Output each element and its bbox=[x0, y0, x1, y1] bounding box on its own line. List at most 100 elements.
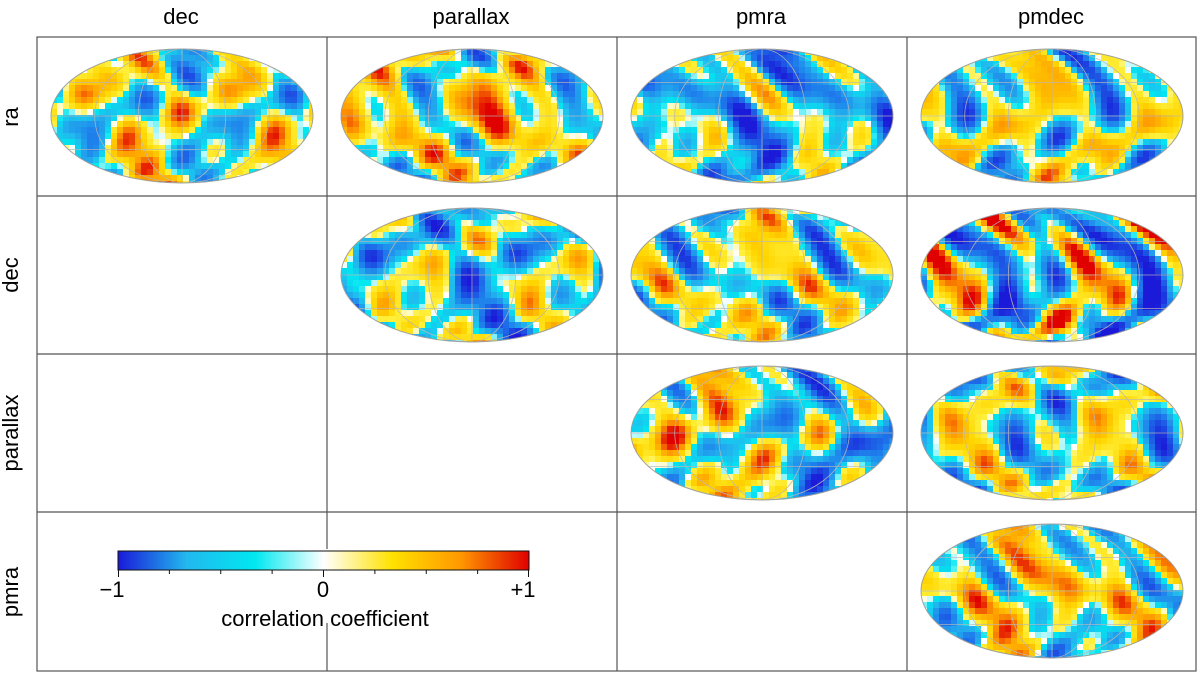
sky-map-pixel bbox=[201, 163, 208, 170]
sky-map-pixel bbox=[557, 316, 564, 323]
sky-map-pixel bbox=[437, 328, 444, 335]
sky-map-pixel bbox=[829, 109, 836, 116]
sky-map-pixel bbox=[661, 103, 668, 110]
sky-map-pixel bbox=[431, 61, 438, 68]
sky-map-pixel bbox=[563, 157, 570, 164]
sky-map-pixel bbox=[799, 55, 806, 62]
sky-map-pixel bbox=[1023, 145, 1030, 152]
sky-map-pixel bbox=[999, 121, 1006, 128]
sky-map-pixel bbox=[1131, 49, 1138, 56]
sky-map-pixel bbox=[533, 250, 540, 257]
sky-map-pixel bbox=[521, 115, 528, 122]
sky-map-pixel bbox=[129, 133, 136, 140]
sky-map-pixel bbox=[889, 115, 893, 122]
sky-map-pixel bbox=[1143, 67, 1150, 74]
sky-map-pixel bbox=[207, 55, 214, 62]
sky-map-pixel bbox=[467, 292, 474, 299]
sky-map-pixel bbox=[993, 157, 1000, 164]
sky-map-pixel bbox=[1053, 145, 1060, 152]
sky-map-pixel bbox=[509, 286, 516, 293]
sky-map-pixel bbox=[461, 55, 468, 62]
sky-map-pixel bbox=[563, 127, 570, 134]
sky-map-pixel bbox=[661, 151, 668, 158]
sky-map-pixel bbox=[563, 67, 570, 74]
sky-map-pixel bbox=[87, 49, 94, 56]
sky-map-pixel bbox=[231, 151, 238, 158]
sky-map-pixel bbox=[1017, 73, 1024, 80]
sky-map-pixel bbox=[365, 310, 372, 317]
sky-map-pixel bbox=[883, 151, 890, 158]
sky-map-pixel bbox=[413, 133, 420, 140]
sky-map-pixel bbox=[1071, 115, 1078, 122]
sky-map-pixel bbox=[371, 169, 378, 176]
sky-map-pixel bbox=[673, 109, 680, 116]
sky-map-pixel bbox=[721, 163, 728, 170]
sky-map-pixel bbox=[823, 109, 830, 116]
sky-map-pixel bbox=[1119, 97, 1126, 104]
sky-map-pixel bbox=[365, 286, 372, 293]
sky-map-pixel bbox=[183, 121, 190, 128]
sky-map-pixel bbox=[291, 181, 298, 183]
sky-map-pixel bbox=[593, 79, 600, 86]
sky-map-pixel bbox=[787, 145, 794, 152]
sky-map-pixel bbox=[957, 115, 964, 122]
sky-map-pixel bbox=[1077, 151, 1084, 158]
sky-map-pixel bbox=[889, 73, 893, 80]
sky-map-pixel bbox=[1149, 109, 1156, 116]
sky-map-pixel bbox=[479, 310, 486, 317]
sky-map-pixel bbox=[515, 232, 522, 239]
sky-map-pixel bbox=[691, 133, 698, 140]
sky-map-pixel bbox=[593, 238, 600, 245]
sky-map-pixel bbox=[207, 121, 214, 128]
sky-map-pixel bbox=[365, 133, 372, 140]
sky-map-pixel bbox=[599, 121, 603, 128]
sky-map-pixel bbox=[449, 49, 456, 56]
sky-map-pixel bbox=[721, 109, 728, 116]
sky-map-pixel bbox=[1095, 73, 1102, 80]
sky-map-pixel bbox=[1011, 121, 1018, 128]
sky-map-pixel bbox=[1107, 67, 1114, 74]
sky-map-pixel bbox=[569, 91, 576, 98]
sky-map-pixel bbox=[1029, 49, 1036, 56]
sky-map-pixel bbox=[1155, 55, 1162, 62]
sky-map-pixel bbox=[449, 208, 456, 215]
sky-map-pixel bbox=[503, 220, 510, 227]
sky-map-pixel bbox=[473, 262, 480, 269]
sky-map-pixel bbox=[389, 304, 396, 311]
sky-map-pixel bbox=[1017, 133, 1024, 140]
sky-map-pixel bbox=[1065, 115, 1072, 122]
sky-map-pixel bbox=[141, 103, 148, 110]
sky-map-pixel bbox=[473, 232, 480, 239]
sky-map-pixel bbox=[593, 115, 600, 122]
sky-map-pixel bbox=[951, 133, 958, 140]
sky-map-pixel bbox=[497, 109, 504, 116]
sky-map-pixel bbox=[503, 103, 510, 110]
sky-map-pixel bbox=[805, 139, 812, 146]
sky-map-pixel bbox=[419, 145, 426, 152]
sky-map-pixel bbox=[963, 151, 970, 158]
sky-map-pixel bbox=[341, 55, 348, 62]
sky-map-pixel bbox=[383, 208, 390, 215]
sky-map-pixel bbox=[569, 214, 576, 221]
sky-map-pixel bbox=[769, 115, 776, 122]
sky-map-pixel bbox=[599, 298, 603, 305]
sky-map-pixel bbox=[575, 49, 582, 56]
sky-map-pixel bbox=[533, 109, 540, 116]
sky-map-pixel bbox=[473, 175, 480, 182]
sky-map-pixel bbox=[521, 55, 528, 62]
sky-map-pixel bbox=[207, 127, 214, 134]
sky-map-pixel bbox=[165, 103, 172, 110]
sky-map-pixel bbox=[581, 103, 588, 110]
sky-map-pixel bbox=[697, 133, 704, 140]
sky-map-pixel bbox=[697, 157, 704, 164]
sky-map-pixel bbox=[847, 151, 854, 158]
sky-map-pixel bbox=[739, 145, 746, 152]
sky-map-pixel bbox=[425, 91, 432, 98]
sky-map-pixel bbox=[455, 109, 462, 116]
sky-map-pixel bbox=[117, 85, 124, 92]
sky-map-pixel bbox=[515, 220, 522, 227]
sky-map-pixel bbox=[957, 97, 964, 104]
sky-map-pixel bbox=[455, 280, 462, 287]
sky-map-pixel bbox=[593, 304, 600, 311]
sky-map-pixel bbox=[1119, 181, 1126, 183]
